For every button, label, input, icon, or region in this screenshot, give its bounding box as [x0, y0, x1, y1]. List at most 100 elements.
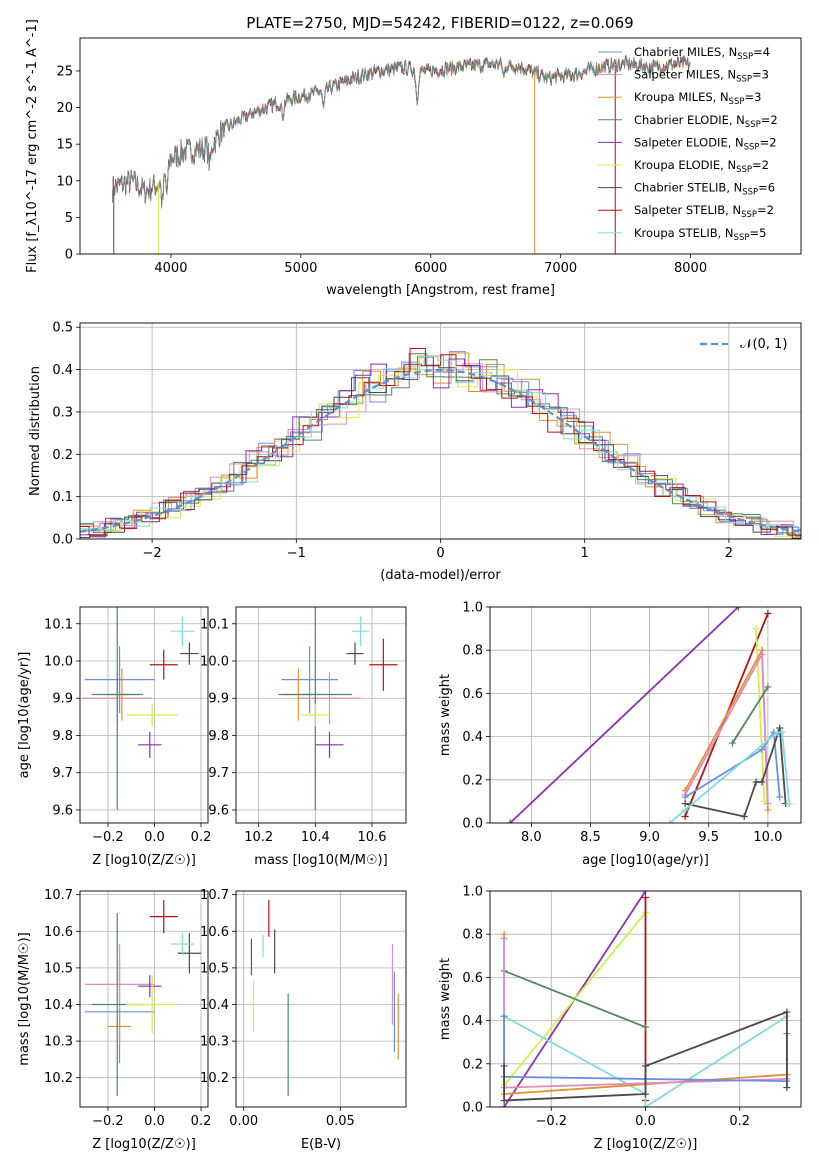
weight-line-chabrier-elodie: [503, 970, 646, 1028]
y-tick-label: 0: [65, 248, 73, 263]
x-tick-label: 6000: [414, 261, 447, 276]
x-tick-label: 0.0: [635, 1114, 656, 1129]
error-bars: [84, 900, 202, 1097]
panel-weight_vs_age: 8.0 8.5 9.0 9.5 10.0 0.0 0.2 0.4 0.6 0.8 1.0 age [l…: [438, 601, 802, 868]
legend-entry: Kroupa ELODIE, NSSP=2: [634, 158, 769, 175]
y-tick-label: 10.2: [44, 1071, 73, 1086]
y-tick-label: 10.5: [200, 961, 229, 976]
y-tick-label: 0.8: [462, 644, 483, 659]
y-tick-label: 10.3: [44, 1035, 73, 1050]
y-tick-label: 0.2: [52, 448, 73, 463]
y-tick-label: 25: [56, 64, 73, 79]
weight-marker: [500, 1012, 508, 1020]
spectrum-line-chabrier-miles: [112, 54, 691, 209]
error-bars: [278, 607, 398, 810]
histogram-chabrier-miles: [80, 351, 801, 535]
weight-marker: [500, 1062, 508, 1070]
x-tick-label: −0.2: [92, 830, 124, 845]
weight-marker: [758, 651, 766, 659]
x-tick-label: 8000: [674, 261, 707, 276]
panel-weight_vs_Z: −0.2 0.0 0.2 0.0 0.2 0.4 0.6 0.8 1.0 Z [log10(Z/Z…: [438, 885, 802, 1152]
weight-marker: [500, 935, 508, 943]
weight-line-chabrier-stelib: [503, 1010, 788, 1102]
spectrum-line-kroupa-elodie: [112, 55, 691, 208]
x-axis-label: Z [log10(Z/Z☉)]: [594, 1137, 698, 1152]
y-tick-label: 10.3: [200, 1035, 229, 1050]
x-axis-label: Z [log10(Z/Z☉)]: [92, 1137, 196, 1152]
x-axis-label: E(B-V): [301, 1137, 341, 1152]
legend-entry: Kroupa MILES, NSSP=3: [634, 90, 761, 107]
error-bar-salpeter-stelib: [369, 638, 398, 691]
x-axis-label: (data-model)/error: [380, 568, 501, 583]
x-tick-label: −0.2: [92, 1114, 124, 1129]
spectrum-line-salpeter-elodie: [112, 55, 691, 207]
y-tick-label: 0.3: [52, 405, 73, 420]
error-bar-kroupa-stelib: [170, 616, 195, 647]
weight-lines: [500, 891, 791, 1107]
y-tick-label: 10.5: [44, 961, 73, 976]
weight-lines: [506, 607, 793, 823]
spectrum-line-chabrier-stelib: [112, 56, 691, 205]
error-bar-chabrier-elodie: [91, 607, 143, 810]
error-bar-kroupa-elodie: [126, 703, 178, 727]
x-tick-label: 10.2: [244, 830, 273, 845]
y-tick-label: 0.2: [462, 773, 483, 788]
y-tick-label: 0.0: [462, 1101, 483, 1116]
error-bar-chabrier-miles: [84, 646, 155, 714]
error-bar-kroupa-miles: [107, 1008, 132, 1045]
panel-mass_vs_ebv: 0.00 0.05 10.2 10.3 10.4 10.5 10.6 10.7 E(B-V): [200, 888, 407, 1152]
x-tick-label: 0.05: [326, 1114, 355, 1129]
y-tick-label: 5: [65, 211, 73, 226]
error-bar-salpeter-miles: [298, 672, 361, 725]
legend-entry: Salpeter ELODIE, NSSP=2: [634, 135, 777, 152]
y-axis-label: mass weight: [438, 674, 453, 756]
panel-age_vs_mass: 10.2 10.4 10.6 9.6 9.7 9.8 9.9 10.0 10.1 mass [lo…: [200, 606, 407, 868]
y-tick-label: 9.8: [52, 729, 73, 744]
x-tick-label: 0.0: [144, 1114, 165, 1129]
weight-marker: [783, 1008, 791, 1016]
axes-frame: [235, 606, 407, 824]
weight-marker: [740, 813, 748, 821]
y-tick-label: 0.1: [52, 490, 73, 505]
weight-marker: [752, 625, 760, 633]
weight-marker: [681, 813, 689, 821]
error-bar-chabrier-stelib: [177, 933, 202, 974]
weight-marker: [506, 819, 514, 823]
error-bar-chabrier-miles: [281, 646, 338, 714]
y-axis-label: Normed distribution: [28, 366, 43, 496]
error-bar-chabrier-elodie: [278, 607, 353, 810]
y-tick-label: 0.0: [52, 533, 73, 548]
error-bar-salpeter-stelib: [149, 900, 178, 934]
weight-marker: [764, 800, 772, 808]
y-tick-label: 0.6: [462, 971, 483, 986]
x-tick-label: −2: [143, 546, 162, 561]
y-tick-label: 9.7: [208, 766, 229, 781]
spectrum-line-kroupa-miles: [112, 56, 691, 205]
spectrum-line-salpeter-miles: [112, 56, 691, 204]
error-bars: [82, 607, 199, 810]
y-tick-label: 1.0: [462, 601, 483, 616]
histogram-salpeter-stelib: [80, 348, 801, 539]
weight-marker: [783, 1084, 791, 1092]
weight-marker: [734, 607, 742, 611]
panel-mass_vs_Z: −0.2 0.0 0.2 10.2 10.3 10.4 10.5 10.6 10.7 Z [log…: [17, 888, 211, 1152]
axes-frame: [79, 890, 209, 1108]
y-tick-label: 9.9: [52, 692, 73, 707]
x-tick-label: 0.2: [729, 1114, 750, 1129]
weight-marker: [758, 778, 766, 786]
x-tick-label: 10.0: [753, 830, 782, 845]
legend-entry: 𝒩(0, 1): [740, 337, 787, 352]
weight-marker: [642, 1023, 649, 1031]
weight-marker: [642, 1103, 649, 1107]
weight-marker: [764, 609, 772, 617]
weight-line-chabrier-elodie: [731, 686, 769, 744]
x-tick-label: 5000: [284, 261, 317, 276]
weight-marker: [681, 806, 689, 814]
spectrum-line-salpeter-stelib: [112, 55, 691, 209]
x-axis-label: mass [log10(M/M☉)]: [254, 853, 387, 868]
y-tick-label: 10.0: [200, 655, 229, 670]
x-tick-label: 7000: [544, 261, 577, 276]
x-tick-label: 0.00: [229, 1114, 258, 1129]
spectrum-lines: [112, 54, 691, 254]
